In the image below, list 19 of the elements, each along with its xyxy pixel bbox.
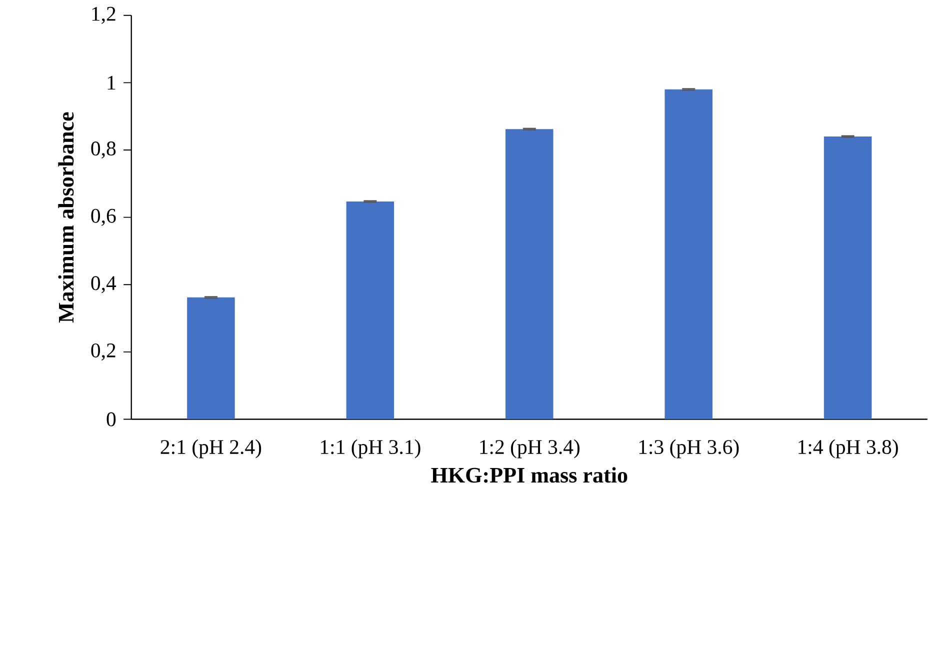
y-axis-title: Maximum absorbance [58,112,74,322]
x-tick-label: 1:2 (pH 3.4) [480,439,580,458]
bar [187,297,235,420]
x-tick-label: 1:4 (pH 3.8) [798,439,898,458]
y-tick-label: 0,4 [91,276,116,293]
y-tick-label: 0,2 [91,343,116,360]
y-tick-label: 0,6 [91,208,116,226]
bar [824,136,872,420]
y-tick-label: 0,8 [91,141,116,158]
bar [346,201,394,420]
x-tick-label: 1:1 (pH 3.1) [320,439,420,458]
x-tick-label: 1:3 (pH 3.6) [639,439,739,458]
y-tick-label: 1 [108,76,116,90]
x-tick-label: 2:1 (pH 2.4) [160,439,262,458]
y-tick-label: 0 [106,412,116,426]
x-axis-title: HKG:PPI mass ratio [431,466,628,483]
bar [664,89,712,420]
y-tick-label: 1,2 [92,6,116,24]
bar [506,128,554,420]
